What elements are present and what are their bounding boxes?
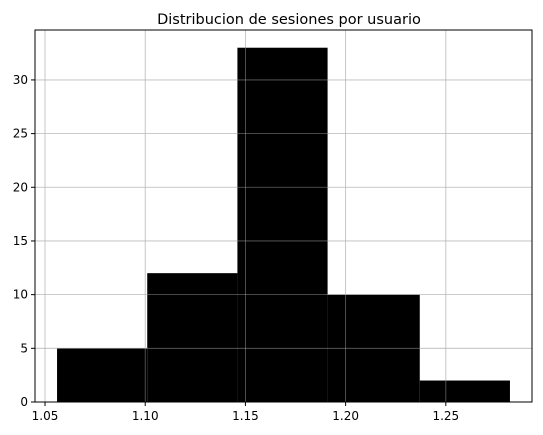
- histogram-bar: [57, 348, 148, 402]
- histogram-bar: [147, 273, 238, 402]
- y-axis: 0 5 10 15 20 25 30: [13, 73, 35, 409]
- x-tick-label: 1.05: [32, 409, 59, 423]
- x-tick-label: 1.20: [332, 409, 359, 423]
- x-tick-label: 1.15: [232, 409, 259, 423]
- histogram-bar: [419, 380, 510, 402]
- x-axis: 1.05 1.10 1.15 1.20 1.25: [32, 402, 459, 423]
- x-tick-label: 1.10: [132, 409, 159, 423]
- y-tick-label: 5: [20, 341, 28, 355]
- x-tick-label: 1.25: [432, 409, 459, 423]
- bars: [57, 47, 510, 402]
- y-tick-label: 15: [13, 234, 28, 248]
- y-tick-label: 25: [13, 127, 28, 141]
- y-tick-label: 20: [13, 180, 28, 194]
- y-tick-label: 30: [13, 73, 28, 87]
- plot-frame: [34, 29, 533, 403]
- chart-title: Distribucion de sesiones por usuario: [157, 12, 421, 28]
- y-tick-label: 0: [20, 395, 28, 409]
- histogram-bar: [237, 47, 328, 402]
- y-tick-label: 10: [13, 288, 28, 302]
